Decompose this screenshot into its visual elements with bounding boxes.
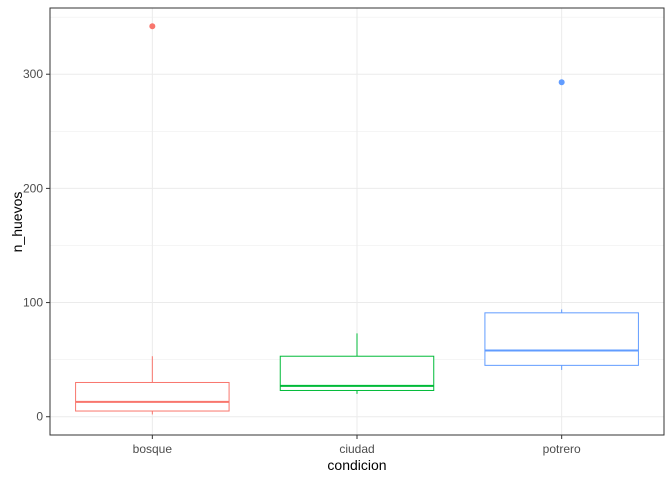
box-series	[75, 23, 639, 415]
box-ciudad	[279, 333, 435, 394]
outlier-point	[558, 79, 565, 86]
y-tick-label: 100	[23, 296, 43, 310]
y-tick-label: 300	[23, 67, 43, 81]
box-bosque	[75, 23, 230, 415]
x-axis: bosque ciudad potrero	[133, 435, 581, 456]
y-axis: 0 100 200 300	[23, 67, 50, 424]
y-axis-title: n_huevos	[9, 192, 25, 253]
x-tick-label: potrero	[543, 442, 581, 456]
x-tick-label: bosque	[133, 442, 173, 456]
outlier-point	[149, 23, 156, 30]
box-potrero	[484, 79, 639, 370]
box-iqr	[75, 381, 230, 412]
y-tick-label: 200	[23, 181, 43, 195]
box-iqr	[279, 355, 435, 391]
box-iqr	[484, 312, 639, 366]
x-tick-label: ciudad	[339, 442, 374, 456]
y-tick-label: 0	[36, 410, 43, 424]
x-axis-title: condicion	[327, 457, 386, 473]
